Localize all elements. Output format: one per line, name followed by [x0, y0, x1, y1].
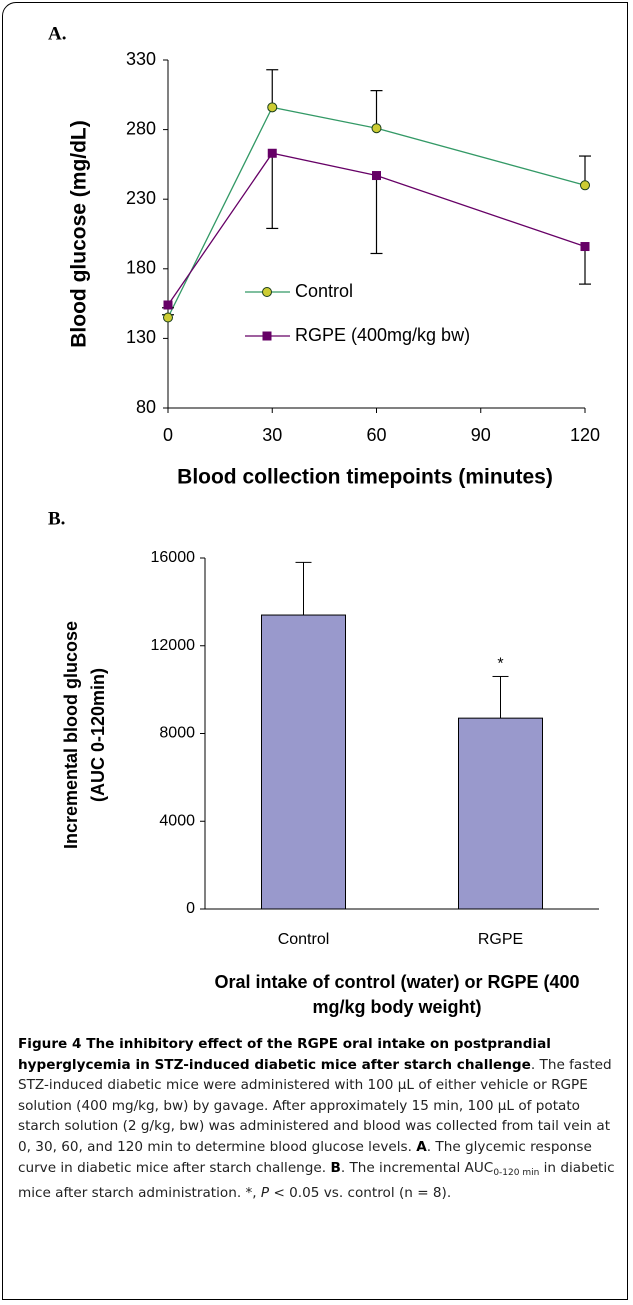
x-tick-label: 30 [262, 425, 282, 445]
x-tick-label: 0 [163, 425, 173, 445]
series-line [167, 152, 586, 306]
y-tick-label: 16000 [151, 549, 196, 566]
x-tick-label: 90 [471, 425, 491, 445]
x-axis-title: mg/kg body weight) [313, 997, 482, 1017]
caption-segment: P [260, 1185, 270, 1202]
x-tick-label: 120 [570, 425, 600, 445]
bar [458, 717, 543, 910]
x-tick-label: 60 [366, 425, 386, 445]
figure: A. 80 130 180 230 280 330 0 30 60 90 120 Blood colle… [48, 23, 600, 1017]
point-marker [580, 180, 590, 191]
y-tick-label: 0 [186, 900, 195, 917]
series-line [167, 106, 586, 318]
y-tick-label: 180 [126, 258, 156, 278]
legend-marker [262, 287, 272, 297]
caption-segment: . The glycemic response curve in diabeti… [18, 1138, 592, 1176]
point-marker [163, 312, 173, 323]
point-marker [580, 242, 590, 252]
error-bar [266, 69, 279, 108]
y-tick-label: 280 [126, 118, 156, 138]
y-tick-label: 8000 [159, 725, 195, 742]
caption-segment: Figure 4 The inhibitory effect of the RG… [18, 1036, 551, 1073]
caption-segment: < 0.05 vs. control (n = 8). [269, 1185, 452, 1202]
significance-mark: * [497, 656, 503, 673]
error-bar [266, 153, 279, 230]
panel-label: A. [48, 23, 66, 44]
y-tick-label: 80 [136, 397, 156, 417]
y-tick-label: 330 [126, 49, 156, 69]
caption-segment: . The fasted STZ-induced diabetic mice w… [18, 1056, 612, 1155]
y-tick-label: 230 [126, 188, 156, 208]
point-marker [267, 148, 277, 158]
x-tick-label: Control [278, 931, 330, 948]
y-tick-label: 130 [126, 327, 156, 347]
legend-label: RGPE (400mg/kg bw) [295, 325, 470, 345]
point-marker [163, 300, 173, 310]
caption-segment: . The incremental AUC [340, 1159, 494, 1176]
y-tick-label: 4000 [159, 812, 195, 829]
error-bar [370, 90, 383, 129]
point-marker [371, 123, 382, 134]
legend-label: Control [295, 281, 353, 301]
figure-caption: Figure 4 The inhibitory effect of the RG… [18, 1034, 616, 1204]
x-axis-title: Blood collection timepoints (minutes) [177, 466, 553, 489]
y-axis-title: Blood glucose (mg/dL) [68, 120, 91, 347]
x-axis-title: Oral intake of control (water) or RGPE (… [214, 972, 579, 992]
caption-segment: in diabetic mice after starch administra… [18, 1159, 615, 1202]
x-tick-label: RGPE [478, 931, 523, 948]
caption-segment: 0-120 min [493, 1167, 540, 1178]
error-bar [370, 175, 383, 255]
legend-marker [262, 331, 272, 341]
caption-segment: A [416, 1138, 427, 1155]
y-axis-title: (AUC 0-120min) [88, 668, 108, 802]
panel-label: B. [48, 508, 65, 529]
error-bar [579, 246, 591, 285]
caption-segment: B [330, 1159, 341, 1176]
point-marker [372, 171, 381, 181]
point-marker [267, 102, 278, 113]
y-tick-label: 12000 [151, 637, 196, 654]
y-axis-title: Incremental blood glucose [61, 621, 81, 849]
bar [261, 614, 346, 910]
